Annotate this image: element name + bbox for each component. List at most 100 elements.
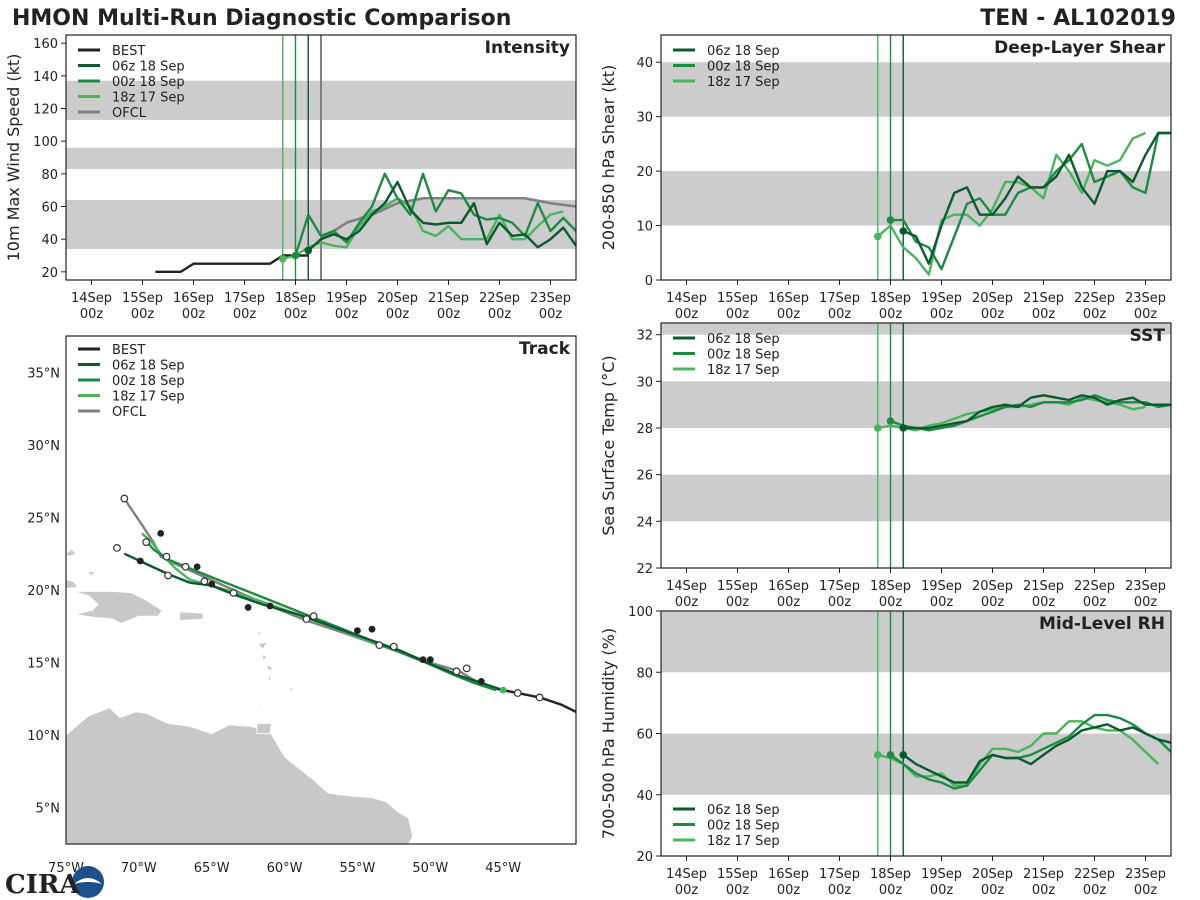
track-ytick-label: 10°N: [27, 729, 60, 744]
sst-xtick-hour: 00z: [981, 595, 1005, 610]
intensity-legend-label: 18z 17 Sep: [112, 91, 185, 106]
track-panel: 5°N 10°N 15°N 20°N 25°N 30°N 35°N 75°W 70°W 65°W 6…: [27, 335, 577, 876]
track-marker-filled: [193, 563, 201, 571]
intensity-xtick-day: 17Sep: [224, 291, 265, 306]
intensity-xtick-day: 14Sep: [71, 291, 112, 306]
shear-legend-label: 06z 18 Sep: [707, 44, 780, 59]
rh-legend-label: 06z 18 Sep: [707, 803, 780, 818]
track-marker-filled: [368, 625, 376, 633]
shear-ytick-label: 20: [636, 165, 653, 180]
shear-panel: 01020304014Sep00z15Sep00z16Sep00z17Sep00…: [599, 34, 1172, 322]
shear-ytick-label: 30: [636, 111, 653, 126]
rh-ytick-label: 40: [636, 789, 653, 804]
intensity-ytick-label: 100: [33, 135, 58, 150]
intensity-xtick-hour: 00z: [284, 307, 308, 322]
intensity-legend-label: 00z 18 Sep: [112, 75, 185, 90]
hispaniola-land: [73, 591, 163, 624]
track-marker-filled: [136, 557, 144, 565]
sst-init-point-18z-17-sep: [873, 424, 882, 432]
sst-xtick-day: 20Sep: [972, 579, 1013, 594]
shear-xtick-day: 17Sep: [819, 291, 860, 306]
sst-init-point-06z-18-sep: [899, 424, 908, 432]
sst-band: [661, 381, 1171, 428]
sst-band: [661, 474, 1171, 522]
antigua-land: [256, 629, 263, 636]
intensity-title: Intensity: [485, 38, 570, 58]
sst-xtick-hour: 00z: [777, 595, 801, 610]
shear-legend-label: 18z 17 Sep: [707, 75, 780, 90]
sst-xtick-day: 19Sep: [921, 579, 962, 594]
shear-xtick-hour: 00z: [777, 307, 801, 322]
intensity-ylabel: 10m Max Wind Speed (kt): [4, 54, 23, 262]
track-ytick-label: 20°N: [27, 584, 60, 599]
sst-xtick-hour: 00z: [726, 595, 750, 610]
track-marker-open: [142, 538, 151, 547]
rh-xtick-hour: 00z: [675, 883, 699, 898]
track-marker-open: [452, 667, 461, 676]
shear-xtick-day: 18Sep: [870, 291, 911, 306]
track-line-06z-18-sep: [123, 552, 504, 692]
rh-xtick-day: 16Sep: [768, 867, 809, 882]
rh-xtick-hour: 00z: [879, 883, 903, 898]
shear-xtick-hour: 00z: [1032, 307, 1056, 322]
track-xtick-label: 60°W: [267, 861, 303, 876]
shear-ylabel: 200-850 hPa Shear (kt): [599, 65, 618, 251]
track-ytick-label: 35°N: [27, 366, 60, 381]
martinique-land: [266, 663, 274, 672]
cira-logo: CIRA: [5, 866, 104, 900]
sst-ylabel: Sea Surface Temp (°C): [599, 355, 618, 535]
rh-ytick-label: 80: [636, 666, 653, 681]
rh-ytick-label: 60: [636, 728, 653, 743]
sst-ytick-label: 24: [636, 515, 653, 530]
shear-xtick-hour: 00z: [930, 307, 954, 322]
intensity-xtick-day: 15Sep: [122, 291, 163, 306]
rh-series-06z-18-sep: [902, 723, 1172, 784]
intensity-init-point-06z-18-sep: [304, 246, 313, 255]
intensity-xtick-hour: 00z: [488, 307, 512, 322]
storm-id: TEN - AL102019: [980, 6, 1176, 31]
intensity-xtick-day: 20Sep: [377, 291, 418, 306]
rh-xtick-day: 23Sep: [1125, 867, 1166, 882]
guadeloupe-land: [257, 641, 268, 651]
track-marker-open: [535, 693, 544, 702]
shear-ytick-label: 0: [645, 274, 653, 289]
track-ytick-label: 25°N: [27, 511, 60, 526]
track-marker-open: [513, 689, 522, 697]
rh-xtick-day: 22Sep: [1074, 867, 1115, 882]
sst-legend-label: 00z 18 Sep: [707, 348, 780, 363]
shear-init-point-18z-17-sep: [873, 232, 882, 241]
rh-xtick-day: 19Sep: [921, 867, 962, 882]
sst-band: [661, 323, 1171, 335]
rh-xtick-day: 17Sep: [819, 867, 860, 882]
rh-xtick-day: 18Sep: [870, 867, 911, 882]
shear-xtick-day: 23Sep: [1125, 291, 1166, 306]
shear-xtick-hour: 00z: [675, 307, 699, 322]
intensity-ytick-label: 120: [33, 103, 58, 118]
rh-legend-label: 00z 18 Sep: [707, 819, 780, 834]
sst-xtick-day: 18Sep: [870, 579, 911, 594]
track-marker-open: [113, 544, 121, 552]
track-marker-open: [200, 577, 209, 586]
track-legend-label: 06z 18 Sep: [112, 359, 185, 374]
sst-xtick-hour: 00z: [879, 595, 903, 610]
sst-xtick-hour: 00z: [1032, 595, 1056, 610]
sst-series-00z-18-sep: [890, 394, 1172, 432]
intensity-xtick-day: 23Sep: [530, 291, 571, 306]
track-marker-filled: [477, 678, 485, 685]
intensity-series-ofcl: [320, 197, 577, 241]
intensity-xtick-hour: 00z: [233, 307, 257, 322]
track-ytick-label: 30°N: [27, 439, 60, 454]
track-xtick-label: 45°W: [485, 861, 521, 876]
rh-xtick-hour: 00z: [828, 883, 852, 898]
rh-series-00z-18-sep: [889, 713, 1172, 790]
intensity-legend-label: 06z 18 Sep: [112, 60, 185, 75]
track-marker-18z: [499, 686, 507, 694]
sst-ytick-label: 22: [636, 562, 653, 577]
south-america-land: [66, 707, 414, 844]
sst-frame: [660, 322, 1172, 569]
track-marker-filled: [354, 627, 361, 635]
rh-xtick-hour: 00z: [1032, 883, 1056, 898]
intensity-legend-label: OFCL: [112, 106, 147, 121]
track-legend-label: 18z 17 Sep: [112, 390, 185, 405]
shear-xtick-hour: 00z: [879, 307, 903, 322]
